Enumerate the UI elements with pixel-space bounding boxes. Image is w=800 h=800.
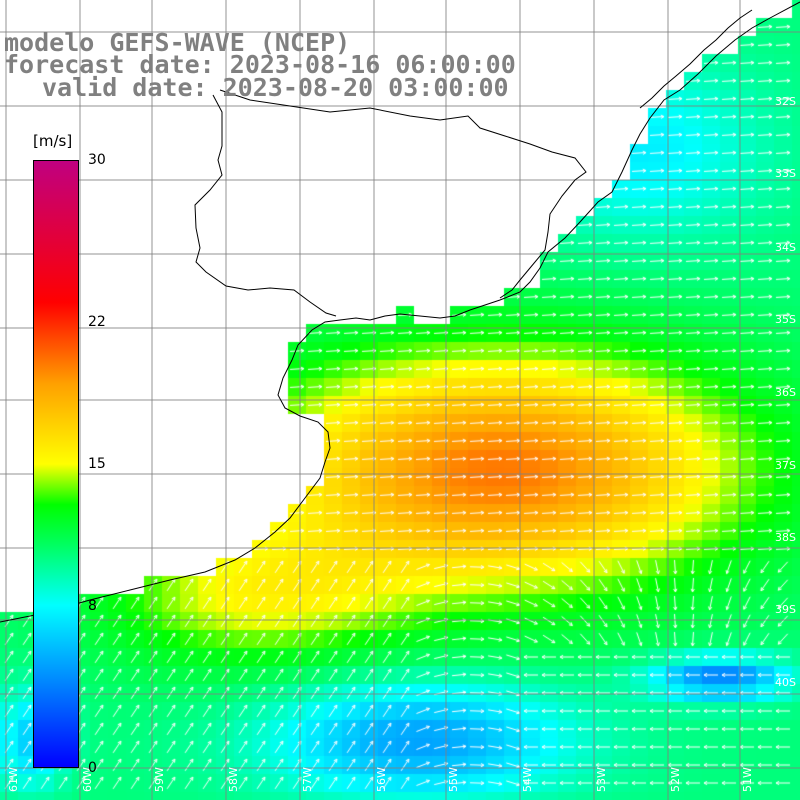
latitude-label: 40S	[775, 676, 796, 689]
latitude-label: 38S	[775, 531, 796, 544]
latitude-label: 39S	[775, 603, 796, 616]
latitude-label: 35S	[775, 313, 796, 326]
border-line	[194, 94, 337, 317]
colorbar-unit: [m/s]	[33, 132, 73, 150]
longitude-label: 52W	[669, 767, 682, 792]
colorbar-tick-label: 8	[88, 597, 97, 614]
longitude-label: 58W	[227, 767, 240, 792]
coastline	[0, 1, 800, 623]
longitude-label: 54W	[521, 767, 534, 792]
river-bank-line	[219, 89, 587, 299]
longitude-label: 61W	[7, 767, 20, 792]
latitude-label: 36S	[775, 386, 796, 399]
longitude-label: 55W	[447, 767, 460, 792]
title-model: modelo GEFS-WAVE (NCEP)	[4, 28, 351, 57]
longitude-label: 56W	[375, 767, 388, 792]
colorbar-gradient	[33, 160, 79, 768]
latitude-label: 34S	[775, 241, 796, 254]
latitude-label: 32S	[775, 95, 796, 108]
longitude-label: 51W	[741, 767, 754, 792]
longitude-label: 59W	[153, 767, 166, 792]
colorbar-tick-label: 30	[88, 152, 106, 168]
colorbar-tick-label: 0	[88, 760, 97, 776]
colorbar-tick-label: 22	[88, 314, 106, 331]
title-valid-date: valid date: 2023-08-20 03:00:00	[42, 73, 509, 102]
longitude-label: 53W	[595, 767, 608, 792]
latitude-label: 37S	[775, 459, 796, 472]
colorbar-tick-label: 15	[88, 456, 106, 472]
title-forecast-date: forecast date: 2023-08-16 06:00:00	[4, 50, 516, 79]
latitude-label: 33S	[775, 167, 796, 180]
longitude-label: 57W	[301, 767, 314, 792]
lagoon-line	[639, 9, 753, 109]
